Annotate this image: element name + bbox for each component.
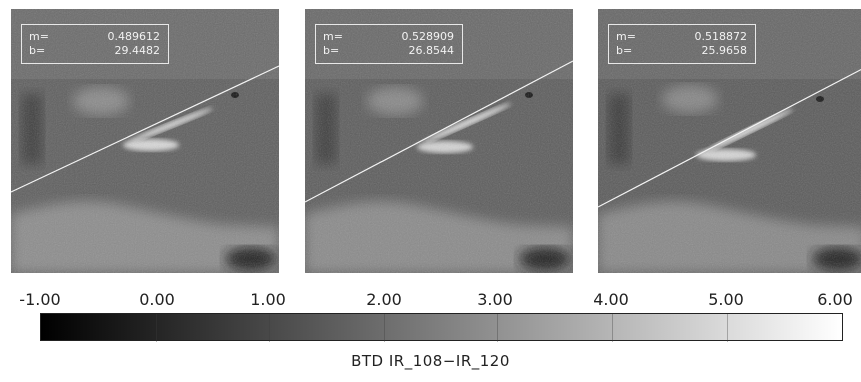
colorbar-tick: [727, 314, 728, 342]
intercept-label: b=: [616, 44, 633, 57]
intercept-value: 26.8544: [408, 44, 455, 57]
colorbar-tick: [384, 314, 385, 342]
colorbar-tick-label: -1.00: [19, 290, 61, 309]
colorbar: [40, 313, 843, 342]
colorbar-tick-label: 4.00: [593, 290, 629, 309]
colorbar-label: BTD IR_108−IR_120: [351, 352, 510, 370]
colorbar-tick-label: 2.00: [366, 290, 402, 309]
satellite-image-3: [598, 9, 861, 273]
intercept-value: 29.4482: [114, 44, 161, 57]
slope-value: 0.528909: [401, 30, 455, 43]
fit-stats-box: m= 0.489612 b= 29.4482: [21, 24, 169, 64]
slope-label: m=: [29, 30, 49, 43]
slope-label: m=: [323, 30, 343, 43]
intercept-label: b=: [29, 44, 46, 57]
intercept-value: 25.9658: [701, 44, 748, 57]
regression-line: [305, 60, 573, 203]
colorbar-tick-label: 5.00: [708, 290, 744, 309]
slope-label: m=: [616, 30, 636, 43]
colorbar-tick-label: 6.00: [817, 290, 853, 309]
fit-stats-box: m= 0.518872 b= 25.9658: [608, 24, 756, 64]
regression-line: [11, 65, 279, 193]
colorbar-tick-label: 3.00: [477, 290, 513, 309]
colorbar-tick: [269, 314, 270, 342]
satellite-panel-3: m= 0.518872 b= 25.9658: [598, 9, 861, 273]
slope-value: 0.518872: [694, 30, 748, 43]
colorbar-tick-label: 1.00: [250, 290, 286, 309]
satellite-panel-2: m= 0.528909 b= 26.8544: [305, 9, 573, 273]
regression-line: [598, 68, 861, 208]
satellite-image-2: [305, 9, 573, 273]
satellite-panel-1: m= 0.489612 b= 29.4482: [11, 9, 279, 273]
satellite-image-1: [11, 9, 279, 273]
fit-stats-box: m= 0.528909 b= 26.8544: [315, 24, 463, 64]
slope-value: 0.489612: [107, 30, 161, 43]
colorbar-tick: [497, 314, 498, 342]
colorbar-tick-label: 0.00: [139, 290, 175, 309]
colorbar-tick: [156, 314, 157, 342]
colorbar-tick: [612, 314, 613, 342]
intercept-label: b=: [323, 44, 340, 57]
